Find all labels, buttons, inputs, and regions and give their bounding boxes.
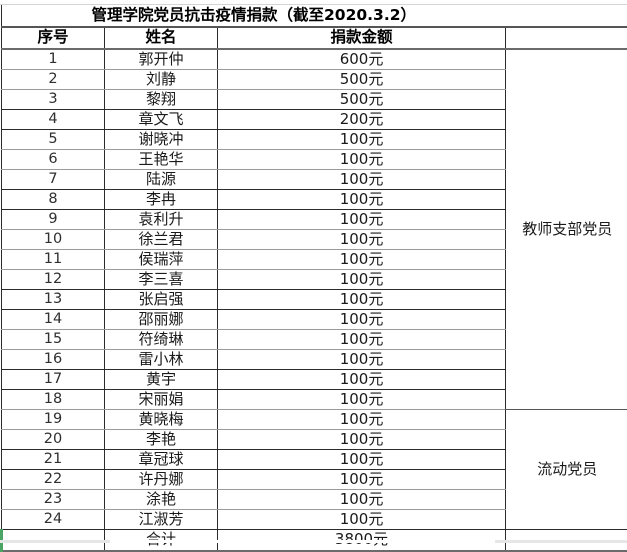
cell-amount[interactable]: 500元 <box>218 69 506 89</box>
cell-seq[interactable]: 23 <box>2 489 105 509</box>
cell-name[interactable]: 袁利升 <box>105 209 218 229</box>
cell-group-1[interactable]: 流动党员 <box>506 409 627 529</box>
cell-seq[interactable]: 2 <box>2 69 105 89</box>
cell-seq[interactable]: 18 <box>2 389 105 409</box>
cell-amount[interactable]: 100元 <box>218 269 506 289</box>
cell-amount[interactable]: 100元 <box>218 169 506 189</box>
cell-name[interactable]: 章冠球 <box>105 449 218 469</box>
cell-amount[interactable]: 100元 <box>218 389 506 409</box>
cell-name[interactable]: 黎翔 <box>105 89 218 109</box>
cell-seq[interactable]: 14 <box>2 309 105 329</box>
table-title-row: 管理学院党员抗击疫情捐款（截至2020.3.2） <box>2 5 627 27</box>
cell-seq[interactable]: 12 <box>2 269 105 289</box>
column-header-group <box>506 27 627 49</box>
cell-amount[interactable]: 100元 <box>218 429 506 449</box>
cell-seq[interactable]: 16 <box>2 349 105 369</box>
cell-seq[interactable]: 17 <box>2 369 105 389</box>
cell-name[interactable]: 许丹娜 <box>105 469 218 489</box>
cell-name[interactable]: 符绮琳 <box>105 329 218 349</box>
cell-name[interactable]: 侯瑞萍 <box>105 249 218 269</box>
cell-seq[interactable]: 4 <box>2 109 105 129</box>
cell-amount[interactable]: 100元 <box>218 509 506 529</box>
cell-amount[interactable]: 100元 <box>218 189 506 209</box>
cell-seq[interactable]: 20 <box>2 429 105 449</box>
cell-amount[interactable]: 100元 <box>218 229 506 249</box>
cell-group-0[interactable]: 教师支部党员 <box>506 49 627 409</box>
cell-name[interactable]: 邵丽娜 <box>105 309 218 329</box>
cell-name[interactable]: 谢晓冲 <box>105 129 218 149</box>
page-title: 管理学院党员抗击疫情捐款（截至2020.3.2） <box>2 5 506 27</box>
cell-seq[interactable]: 22 <box>2 469 105 489</box>
cell-seq[interactable]: 11 <box>2 249 105 269</box>
cell-name[interactable]: 张启强 <box>105 289 218 309</box>
cell-name[interactable]: 江淑芳 <box>105 509 218 529</box>
cell-name[interactable]: 李三喜 <box>105 269 218 289</box>
column-header-seq: 序号 <box>2 27 105 49</box>
cell-seq[interactable]: 6 <box>2 149 105 169</box>
cell-name[interactable]: 章文飞 <box>105 109 218 129</box>
cell-amount[interactable]: 200元 <box>218 109 506 129</box>
cell-amount[interactable]: 100元 <box>218 149 506 169</box>
cell-seq[interactable]: 10 <box>2 229 105 249</box>
cell-name[interactable]: 陆源 <box>105 169 218 189</box>
cell-name[interactable]: 宋丽娟 <box>105 389 218 409</box>
column-header-amount: 捐款金额 <box>218 27 506 49</box>
cell-amount[interactable]: 100元 <box>218 349 506 369</box>
cell-seq[interactable]: 13 <box>2 289 105 309</box>
cell-name[interactable]: 黄宇 <box>105 369 218 389</box>
cell-amount[interactable]: 500元 <box>218 89 506 109</box>
cell-name[interactable]: 徐兰君 <box>105 229 218 249</box>
cell-name[interactable]: 涂艳 <box>105 489 218 509</box>
cell-name[interactable]: 李冉 <box>105 189 218 209</box>
title-row-spacer <box>506 5 627 27</box>
cell-seq[interactable]: 8 <box>2 189 105 209</box>
cell-name[interactable]: 李艳 <box>105 429 218 449</box>
cell-amount[interactable]: 100元 <box>218 449 506 469</box>
cell-name[interactable]: 黄晓梅 <box>105 409 218 429</box>
cell-amount[interactable]: 600元 <box>218 49 506 69</box>
cell-amount[interactable]: 100元 <box>218 329 506 349</box>
cell-seq[interactable]: 7 <box>2 169 105 189</box>
cell-name[interactable]: 郭开仲 <box>105 49 218 69</box>
cell-seq[interactable]: 19 <box>2 409 105 429</box>
cell-amount[interactable]: 100元 <box>218 289 506 309</box>
cell-seq[interactable]: 15 <box>2 329 105 349</box>
cell-seq[interactable]: 21 <box>2 449 105 469</box>
cell-amount[interactable]: 100元 <box>218 209 506 229</box>
cell-seq[interactable]: 5 <box>2 129 105 149</box>
cell-name[interactable]: 刘静 <box>105 69 218 89</box>
cell-amount[interactable]: 100元 <box>218 129 506 149</box>
cell-seq[interactable]: 24 <box>2 509 105 529</box>
cell-seq[interactable]: 3 <box>2 89 105 109</box>
cell-seq[interactable]: 9 <box>2 209 105 229</box>
column-header-name: 姓名 <box>105 27 218 49</box>
table-header-row: 序号姓名捐款金额 <box>2 27 627 49</box>
cell-amount[interactable]: 100元 <box>218 469 506 489</box>
cell-amount[interactable]: 100元 <box>218 249 506 269</box>
cell-name[interactable]: 王艳华 <box>105 149 218 169</box>
cell-amount[interactable]: 100元 <box>218 309 506 329</box>
cell-amount[interactable]: 100元 <box>218 409 506 429</box>
cell-seq[interactable]: 1 <box>2 49 105 69</box>
cell-name[interactable]: 雷小林 <box>105 349 218 369</box>
cell-amount[interactable]: 100元 <box>218 489 506 509</box>
cell-amount[interactable]: 100元 <box>218 369 506 389</box>
